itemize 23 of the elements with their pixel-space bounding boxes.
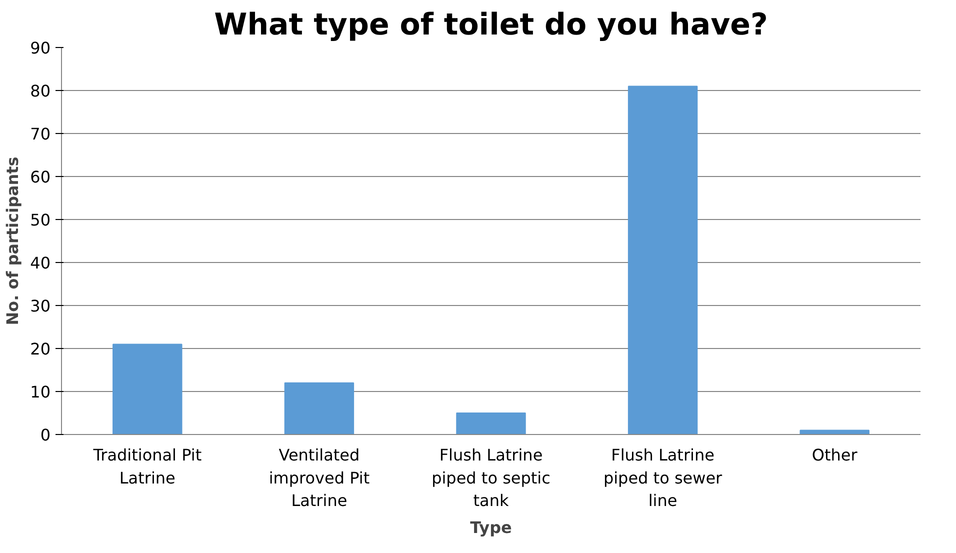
y-axis-title: No. of participants [3,156,22,326]
y-tick-label: 40 [30,254,50,272]
y-tick-label: 70 [30,124,50,144]
y-tick-label: 10 [30,382,50,402]
bar [112,344,182,434]
x-tick-label: Other [812,446,858,464]
x-tick-label: Flush Latrine piped to septic tank [432,446,550,510]
bar [284,382,354,434]
bar [628,86,698,434]
y-tick-label: 30 [30,296,50,316]
x-tick-label: Traditional Pit Latrine [92,446,202,488]
y-tick-label: 90 [30,38,50,58]
y-tick-label: 50 [30,210,50,230]
x-axis-title: Type [470,518,512,538]
y-tick-label: 60 [30,168,50,186]
bar [456,412,526,434]
x-tick-label: Ventilated improved Pit Latrine [268,446,370,510]
x-tick-label: Flush Latrine piped to sewer line [603,446,723,510]
bar [800,430,870,434]
y-tick-label: 20 [30,340,50,358]
y-tick-label: 0 [40,426,51,444]
y-tick-label: 80 [30,82,50,100]
chart-title: What type of toilet do you have? [214,8,768,42]
